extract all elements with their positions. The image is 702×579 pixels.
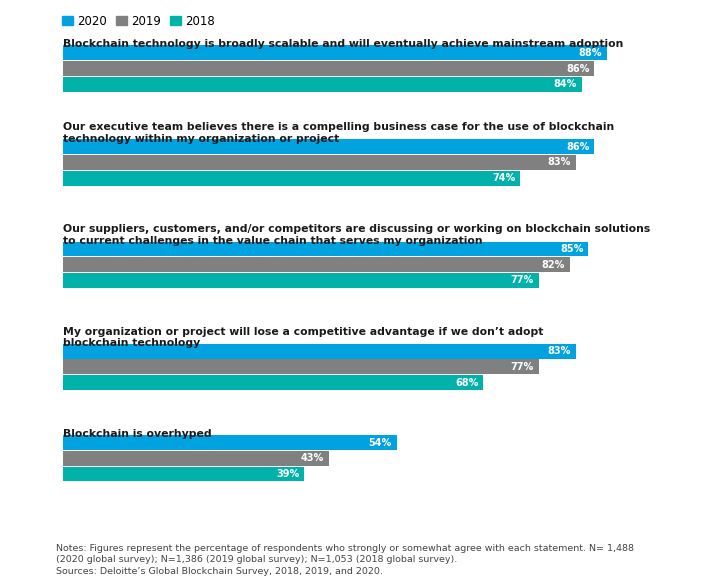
Bar <box>63 61 595 76</box>
Bar <box>63 171 520 186</box>
Legend: 2020, 2019, 2018: 2020, 2019, 2018 <box>62 14 215 28</box>
Text: Our executive team believes there is a compelling business case for the use of b: Our executive team believes there is a c… <box>63 122 614 144</box>
Bar <box>63 344 576 358</box>
Text: 86%: 86% <box>566 64 590 74</box>
Text: 77%: 77% <box>510 276 534 285</box>
Bar <box>63 273 539 288</box>
Text: Blockchain is overhyped: Blockchain is overhyped <box>63 428 212 439</box>
Text: 84%: 84% <box>554 79 577 89</box>
Bar <box>63 140 595 154</box>
Text: 85%: 85% <box>560 244 583 254</box>
Text: 54%: 54% <box>369 438 392 448</box>
Bar <box>63 375 483 390</box>
Text: 43%: 43% <box>300 453 324 463</box>
Text: 77%: 77% <box>510 362 534 372</box>
Bar <box>63 46 607 60</box>
Bar <box>63 435 397 450</box>
Bar <box>63 451 329 466</box>
Text: My organization or project will lose a competitive advantage if we don’t adopt
b: My organization or project will lose a c… <box>63 327 543 348</box>
Text: Our suppliers, customers, and/or competitors are discussing or working on blockc: Our suppliers, customers, and/or competi… <box>63 224 651 246</box>
Text: 68%: 68% <box>455 378 478 387</box>
Bar <box>63 155 576 170</box>
Text: 83%: 83% <box>548 157 571 167</box>
Text: Notes: Figures represent the percentage of respondents who strongly or somewhat : Notes: Figures represent the percentage … <box>56 544 634 576</box>
Bar <box>63 360 539 375</box>
Text: 74%: 74% <box>492 173 515 183</box>
Text: 39%: 39% <box>276 469 299 479</box>
Bar <box>63 77 582 91</box>
Bar <box>63 241 588 256</box>
Text: 83%: 83% <box>548 346 571 356</box>
Text: 88%: 88% <box>578 48 602 58</box>
Bar <box>63 257 570 272</box>
Text: 82%: 82% <box>541 260 565 270</box>
Text: Blockchain technology is broadly scalable and will eventually achieve mainstream: Blockchain technology is broadly scalabl… <box>63 39 623 49</box>
Bar <box>63 467 304 482</box>
Text: 86%: 86% <box>566 142 590 152</box>
